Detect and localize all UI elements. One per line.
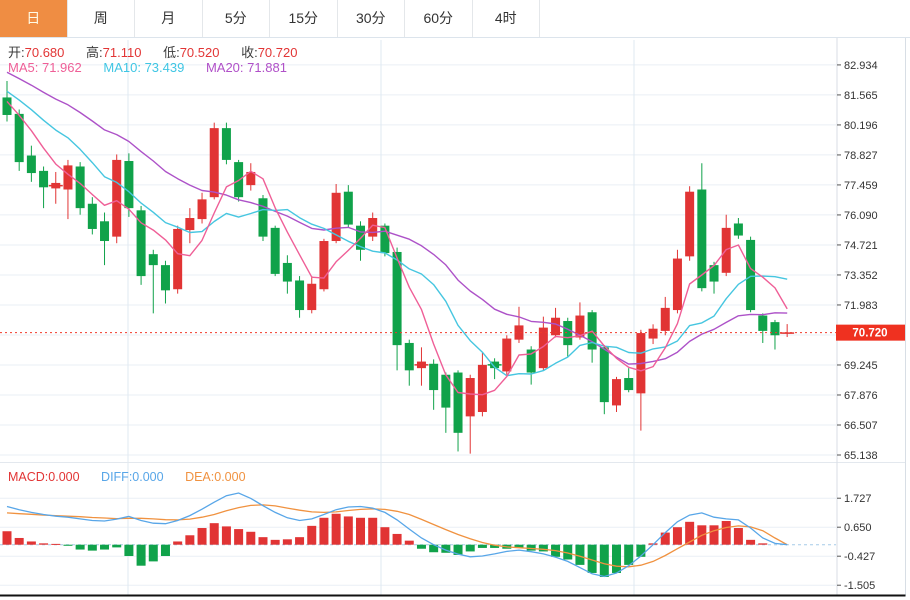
svg-text:69.245: 69.245 <box>844 360 878 372</box>
svg-text:70.720: 70.720 <box>852 328 887 340</box>
svg-text:78.827: 78.827 <box>844 150 878 162</box>
svg-text:74.721: 74.721 <box>844 240 878 252</box>
ma10-line <box>6 90 788 377</box>
ma5-line <box>6 100 788 396</box>
svg-text:71.983: 71.983 <box>844 300 878 312</box>
svg-text:77.459: 77.459 <box>844 180 878 192</box>
diff-line <box>6 492 788 578</box>
tab-week[interactable]: 周 <box>67 0 135 37</box>
tab-4hour[interactable]: 4时 <box>472 0 540 37</box>
svg-text:1.727: 1.727 <box>844 493 872 505</box>
vertical-gridlines <box>127 40 635 596</box>
tab-day[interactable]: 日 <box>0 0 68 37</box>
svg-text:76.090: 76.090 <box>844 210 878 222</box>
svg-text:82.934: 82.934 <box>844 60 878 72</box>
tab-15min[interactable]: 15分 <box>270 0 338 37</box>
svg-text:65.138: 65.138 <box>844 450 878 462</box>
interval-tabbar: 日周月 5分 15分 30分 60分 4时 <box>0 0 910 38</box>
svg-text:80.196: 80.196 <box>844 120 878 132</box>
svg-text:67.876: 67.876 <box>844 390 878 402</box>
macd-histogram <box>2 513 768 578</box>
svg-text:81.565: 81.565 <box>844 90 878 102</box>
macd-axis: 1.727 0.650 -0.427 -1.505 <box>837 493 875 592</box>
tab-month[interactable]: 月 <box>135 0 203 37</box>
tab-30min[interactable]: 30分 <box>337 0 405 37</box>
svg-text:-0.427: -0.427 <box>844 551 875 563</box>
tab-60min[interactable]: 60分 <box>405 0 473 37</box>
svg-text:73.352: 73.352 <box>844 270 878 282</box>
price-axis: 82.934 81.565 80.196 78.827 77.459 76.090 74.7… <box>837 60 878 462</box>
tab-5min[interactable]: 5分 <box>202 0 270 37</box>
svg-text:66.507: 66.507 <box>844 420 878 432</box>
svg-text:0.650: 0.650 <box>844 522 872 534</box>
dea-line <box>6 504 788 568</box>
current-price-tag: 70.720 <box>836 324 905 341</box>
svg-text:-1.505: -1.505 <box>844 580 875 592</box>
